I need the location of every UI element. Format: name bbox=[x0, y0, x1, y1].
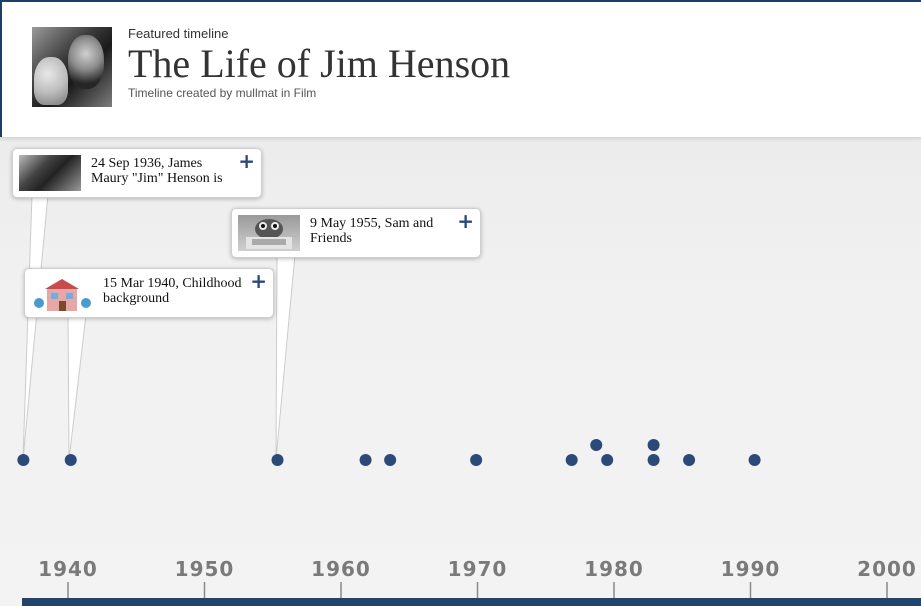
event-card[interactable]: 15 Mar 1940, Childhood background + bbox=[24, 268, 274, 318]
event-connector bbox=[67, 314, 87, 461]
event-dot[interactable] bbox=[748, 454, 761, 466]
event-dot[interactable] bbox=[17, 454, 30, 466]
event-dot[interactable] bbox=[601, 454, 614, 466]
sam-icon bbox=[246, 219, 292, 249]
timeline-scrollbar[interactable] bbox=[22, 598, 921, 606]
event-dot[interactable] bbox=[647, 454, 660, 466]
event-dot[interactable] bbox=[271, 454, 284, 466]
axis-label: 2000 bbox=[857, 557, 917, 581]
plus-icon[interactable]: + bbox=[238, 149, 255, 173]
event-dot[interactable] bbox=[647, 439, 660, 451]
house-icon bbox=[34, 279, 91, 311]
event-dot[interactable] bbox=[683, 454, 696, 466]
kermit-figure bbox=[34, 57, 68, 105]
event-dot[interactable] bbox=[384, 454, 397, 466]
left-border bbox=[0, 0, 2, 137]
axis-labels: 1940 1950 1960 1970 1980 1990 2000 bbox=[38, 557, 917, 581]
henson-photo-thumbnail bbox=[19, 155, 81, 191]
event-card[interactable]: 24 Sep 1936, James Maury "Jim" Henson is… bbox=[12, 148, 262, 198]
plus-icon[interactable]: + bbox=[250, 269, 267, 293]
axis-label: 1980 bbox=[584, 557, 644, 581]
featured-label: Featured timeline bbox=[128, 26, 229, 41]
event-text: 15 Mar 1940, Childhood background bbox=[103, 276, 242, 306]
axis-label: 1950 bbox=[175, 557, 235, 581]
page-title: The Life of Jim Henson bbox=[128, 41, 511, 86]
event-text: 24 Sep 1936, James Maury "Jim" Henson is bbox=[91, 156, 223, 186]
event-dots[interactable] bbox=[17, 439, 761, 466]
event-card[interactable]: 9 May 1955, Sam and Friends + bbox=[231, 208, 481, 258]
axis-label: 1970 bbox=[448, 557, 508, 581]
event-text: 9 May 1955, Sam and Friends bbox=[310, 216, 434, 246]
event-dot[interactable] bbox=[590, 439, 603, 451]
axis-label: 1990 bbox=[721, 557, 781, 581]
top-border bbox=[0, 0, 921, 2]
axis-label: 1960 bbox=[311, 557, 371, 581]
cartoon-house-thumbnail bbox=[31, 275, 93, 311]
axis-ticks bbox=[67, 582, 888, 598]
plus-icon[interactable]: + bbox=[457, 209, 474, 233]
henson-face bbox=[68, 35, 104, 89]
event-dot[interactable] bbox=[64, 454, 77, 466]
event-dot[interactable] bbox=[565, 454, 578, 466]
timeline-header: Featured timeline The Life of Jim Henson… bbox=[0, 2, 921, 138]
sam-and-friends-thumbnail bbox=[238, 215, 300, 251]
event-connector bbox=[22, 194, 49, 461]
event-dot[interactable] bbox=[359, 454, 372, 466]
event-connector bbox=[275, 253, 296, 461]
axis-label: 1940 bbox=[38, 557, 98, 581]
timeline-credit: Timeline created by mullmat in Film bbox=[128, 86, 317, 100]
timeline-avatar bbox=[32, 27, 112, 107]
event-dot[interactable] bbox=[470, 454, 483, 466]
